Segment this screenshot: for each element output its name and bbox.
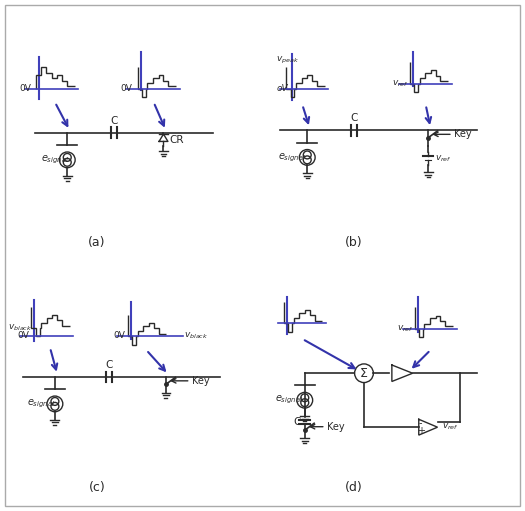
Text: (c): (c) <box>89 481 105 494</box>
Text: $v_{ref}$: $v_{ref}$ <box>442 422 458 432</box>
Text: C: C <box>293 417 301 427</box>
Text: $e_{signal}$: $e_{signal}$ <box>27 398 56 410</box>
Text: $e_{signal}$: $e_{signal}$ <box>278 151 306 164</box>
Text: C: C <box>110 115 118 126</box>
Text: $v_{ref}$: $v_{ref}$ <box>435 153 452 164</box>
Text: (b): (b) <box>345 236 363 249</box>
Text: oV: oV <box>276 84 288 92</box>
Text: $e_{signal}$: $e_{signal}$ <box>275 394 303 406</box>
Text: Key: Key <box>327 422 344 432</box>
Text: $\Sigma$: $\Sigma$ <box>360 367 369 380</box>
Text: 0V: 0V <box>113 332 125 340</box>
Text: +: + <box>417 426 425 436</box>
Text: $v_{ref}$: $v_{ref}$ <box>397 323 414 334</box>
Text: 0V: 0V <box>19 84 31 92</box>
Text: $v_{black}$: $v_{black}$ <box>7 322 32 333</box>
Text: 0V: 0V <box>120 84 132 92</box>
Text: Key: Key <box>192 376 209 386</box>
Text: C: C <box>350 113 358 123</box>
Text: C: C <box>106 360 113 369</box>
Text: $v_{ref}$: $v_{ref}$ <box>392 78 409 88</box>
Text: $e_{signal}$: $e_{signal}$ <box>41 154 69 166</box>
Text: (d): (d) <box>345 481 363 494</box>
Text: 0V: 0V <box>17 332 29 340</box>
Text: $v_{peak}$: $v_{peak}$ <box>276 55 299 66</box>
Text: (a): (a) <box>88 236 106 249</box>
Text: Key: Key <box>454 129 471 140</box>
Text: CR: CR <box>170 135 184 145</box>
Text: $v_{black}$: $v_{black}$ <box>184 331 208 341</box>
Text: -: - <box>419 419 423 428</box>
